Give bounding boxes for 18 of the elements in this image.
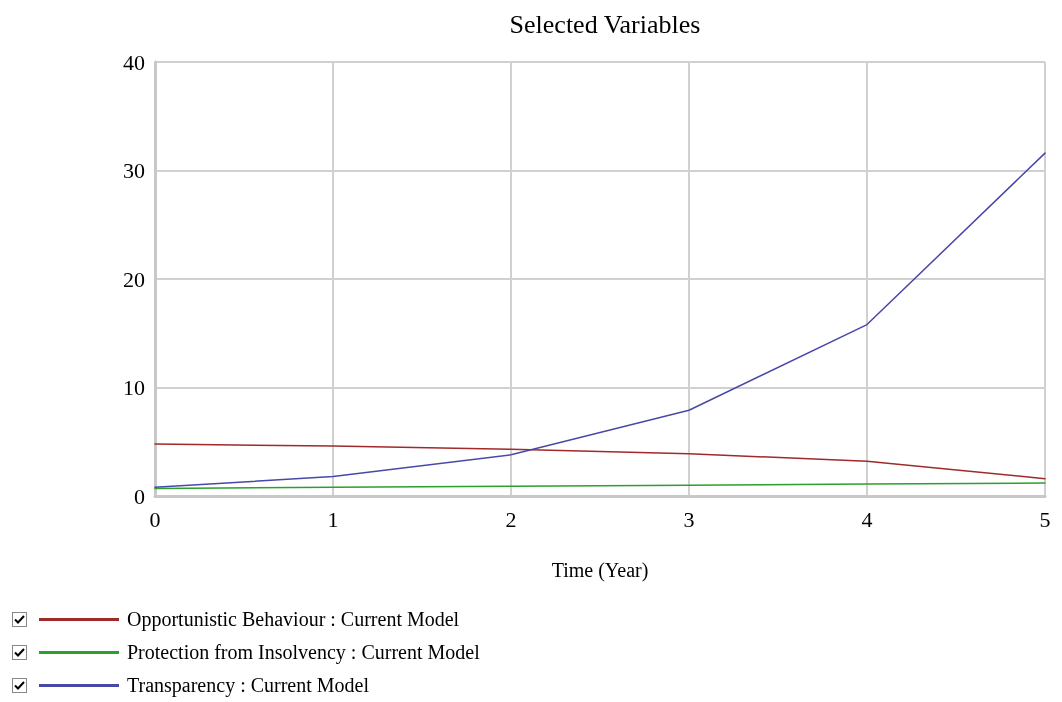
legend-label: Transparency : Current Model [127,674,369,697]
x-tick-label: 3 [683,506,695,532]
chart-title: Selected Variables [509,9,701,39]
y-tick-label: 40 [123,49,145,75]
x-tick-label: 5 [1039,506,1051,532]
y-tick-label: 20 [123,266,145,292]
line-series [154,152,1046,489]
y-tick-label: 0 [134,483,145,509]
legend-label: Opportunistic Behaviour : Current Model [127,608,460,631]
x-tick-label: 1 [327,506,339,532]
y-tick-label: 10 [123,375,145,400]
x-tick-label: 4 [861,506,873,532]
x-tick-label: 0 [149,506,161,532]
line-series [154,443,1046,480]
y-tick-label: 30 [123,158,145,183]
x-axis-title: Time (Year) [551,559,649,582]
x-tick-label: 2 [505,506,517,532]
legend-label: Protection from Insolvency : Current Model [127,641,480,664]
